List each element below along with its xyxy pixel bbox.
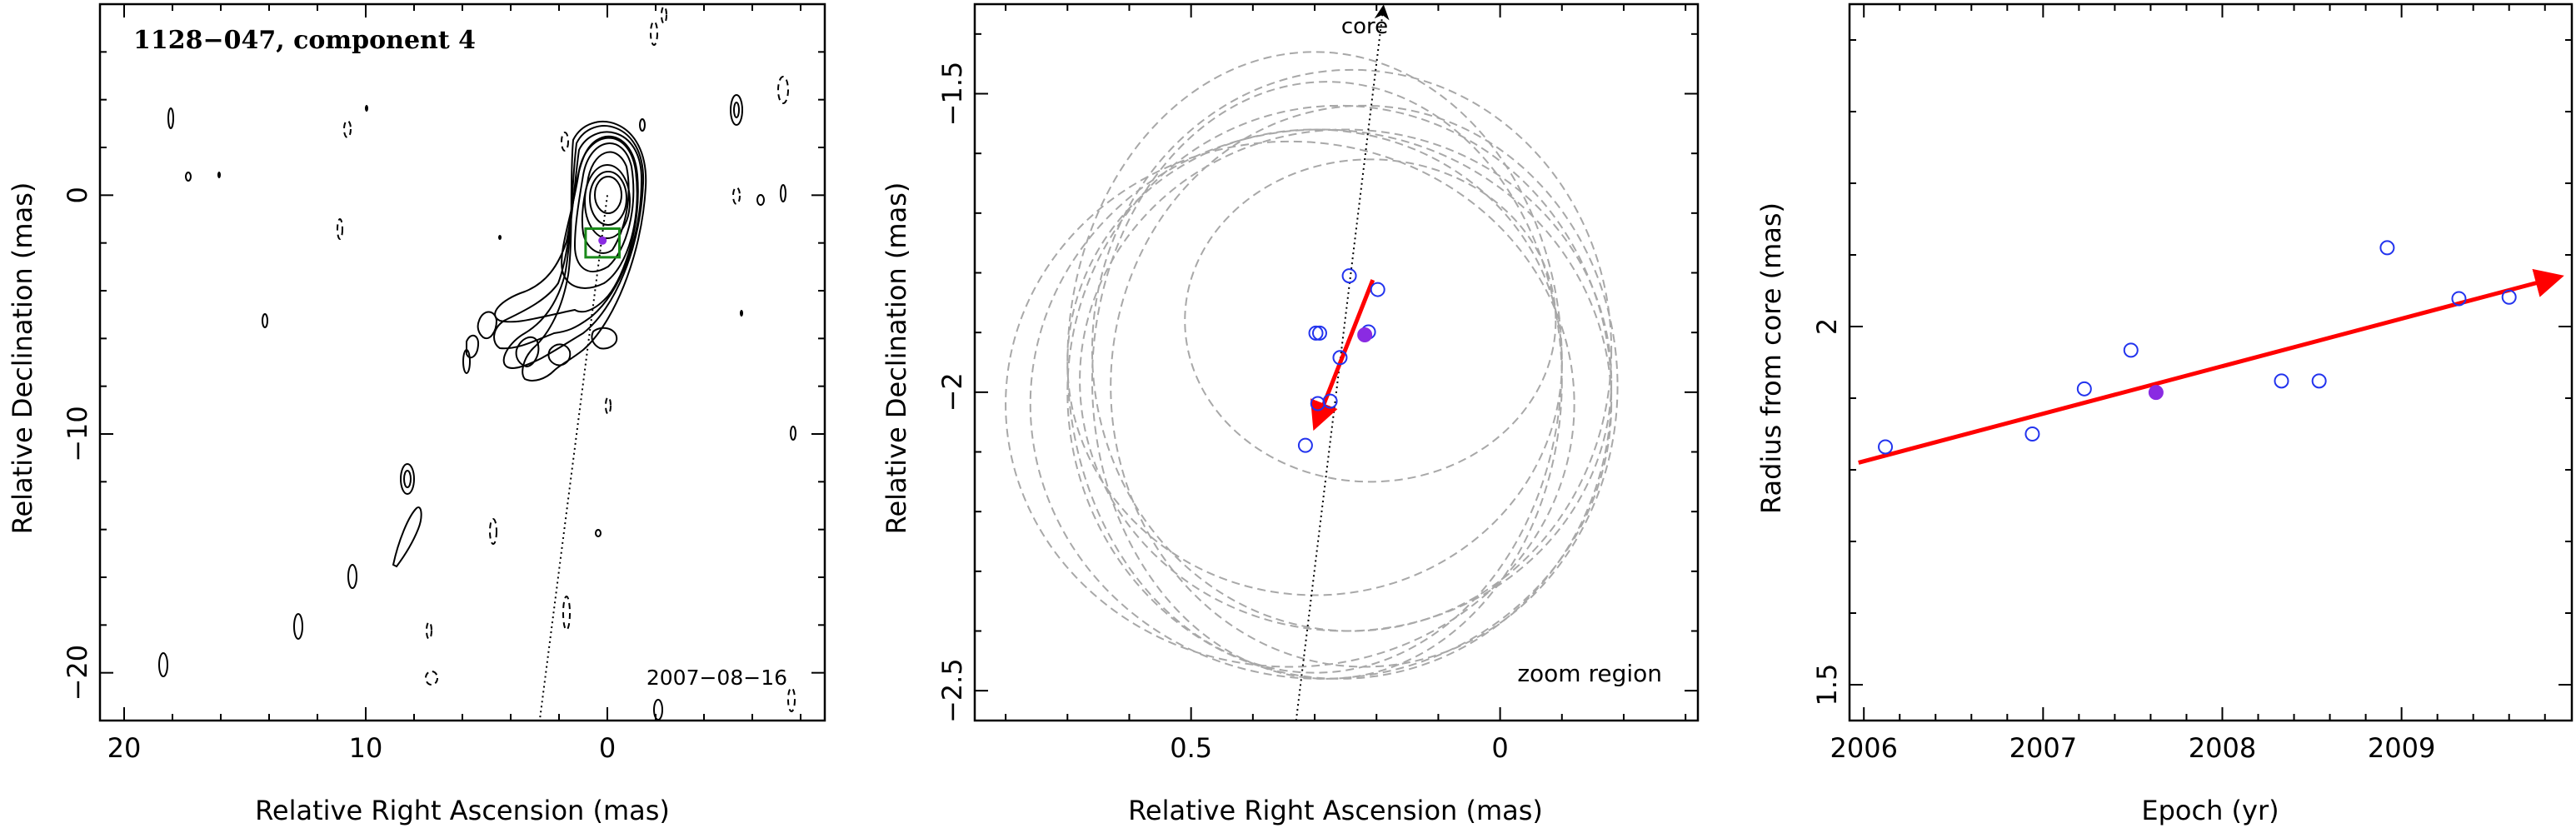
component-marker [598,236,607,245]
radius-point [2501,289,2517,305]
beam-ellipse [1184,158,1557,483]
zoom-box [584,227,622,259]
panel1-plot-frame [98,2,826,722]
panel3-y-axis-label: Radius from core (mas) [1755,202,1787,514]
beam-ellipse [1110,104,1619,668]
panel2-x-tick-label: 0.5 [1170,732,1212,764]
panel2-y-tick-label: −1.5 [936,62,968,127]
radius-point [2451,291,2467,307]
beam-ellipses [1005,51,1619,680]
position-point [1332,350,1348,366]
panel3-y-tick-label: 2 [1811,318,1843,335]
panel3-x-tick-label: 2006 [1830,732,1897,764]
radius-vs-epoch-panel: 2006 2007 2008 2009 2 1.5 Epoch (yr) Radius f… [1755,2,2574,826]
panel2-y-tick-label: −2.5 [936,658,968,723]
contour-lines [158,6,796,721]
zoom-region-label: zoom region [1517,660,1662,687]
contour-map-panel: 20 10 0 0 −10 −20 1128−047, component 4 2007−… [7,2,826,826]
panel3-x-tick-label: 2007 [2009,732,2077,764]
beam-ellipse [1066,51,1563,674]
beam-ellipse [1066,128,1563,596]
jet-axis-line [538,195,608,721]
panel3-plot-frame [1848,2,2574,722]
beam-ellipse [1091,68,1613,632]
radius-point [2024,426,2040,441]
panel2-plot-frame [973,2,1700,722]
highlighted-epoch-point [2148,385,2164,401]
position-point [1370,282,1385,297]
panel2-x-axis-label: Relative Right Ascension (mas) [1128,795,1543,826]
core-label: core [1341,14,1388,39]
radius-point [2379,240,2395,256]
beam-ellipse [1079,128,1613,632]
linear-fit-arrow [1858,268,2564,465]
beam-ellipse [1005,140,1575,668]
panel1-x-tick-label: 0 [599,732,616,764]
position-point [1341,268,1357,284]
highlighted-epoch-point [1357,327,1373,343]
panel1-x-tick-label: 20 [107,732,142,764]
radius-point [2123,342,2139,358]
zoom-region-panel: 0.5 0 −1.5 −2 −2.5 core zoom region Relative… [881,2,1700,826]
radius-point [2274,373,2289,389]
panel1-y-axis-label: Relative Declination (mas) [7,182,38,535]
panel3-y-tick-label: 1.5 [1811,664,1843,706]
panel1-x-axis-label: Relative Right Ascension (mas) [255,795,670,826]
panel1-y-tick-label: −20 [62,645,93,701]
panel3-x-tick-label: 2009 [2368,732,2435,764]
panel3-x-tick-label: 2008 [2189,732,2256,764]
position-point [1308,325,1324,341]
radius-point [2311,373,2327,389]
position-point [1310,396,1325,412]
panel1-y-tick-label: −10 [62,406,93,462]
beam-ellipse [1091,81,1563,680]
radius-point [2076,381,2092,397]
panel1-x-tick-label: 10 [349,732,383,764]
panel2-y-tick-label: −2 [936,372,968,412]
position-point [1311,325,1327,341]
panel1-title: 1128−047, component 4 [133,26,476,55]
panel1-date-label: 2007−08−16 [646,666,787,690]
position-point [1297,437,1313,453]
panel2-y-axis-label: Relative Declination (mas) [881,182,912,535]
radius-point [1878,439,1894,455]
panel2-x-tick-label: 0 [1491,732,1508,764]
motion-vector-arrow [1310,279,1375,431]
beam-ellipse [1029,128,1613,680]
panel1-y-tick-label: 0 [62,187,93,203]
panel3-x-axis-label: Epoch (yr) [2141,795,2279,826]
